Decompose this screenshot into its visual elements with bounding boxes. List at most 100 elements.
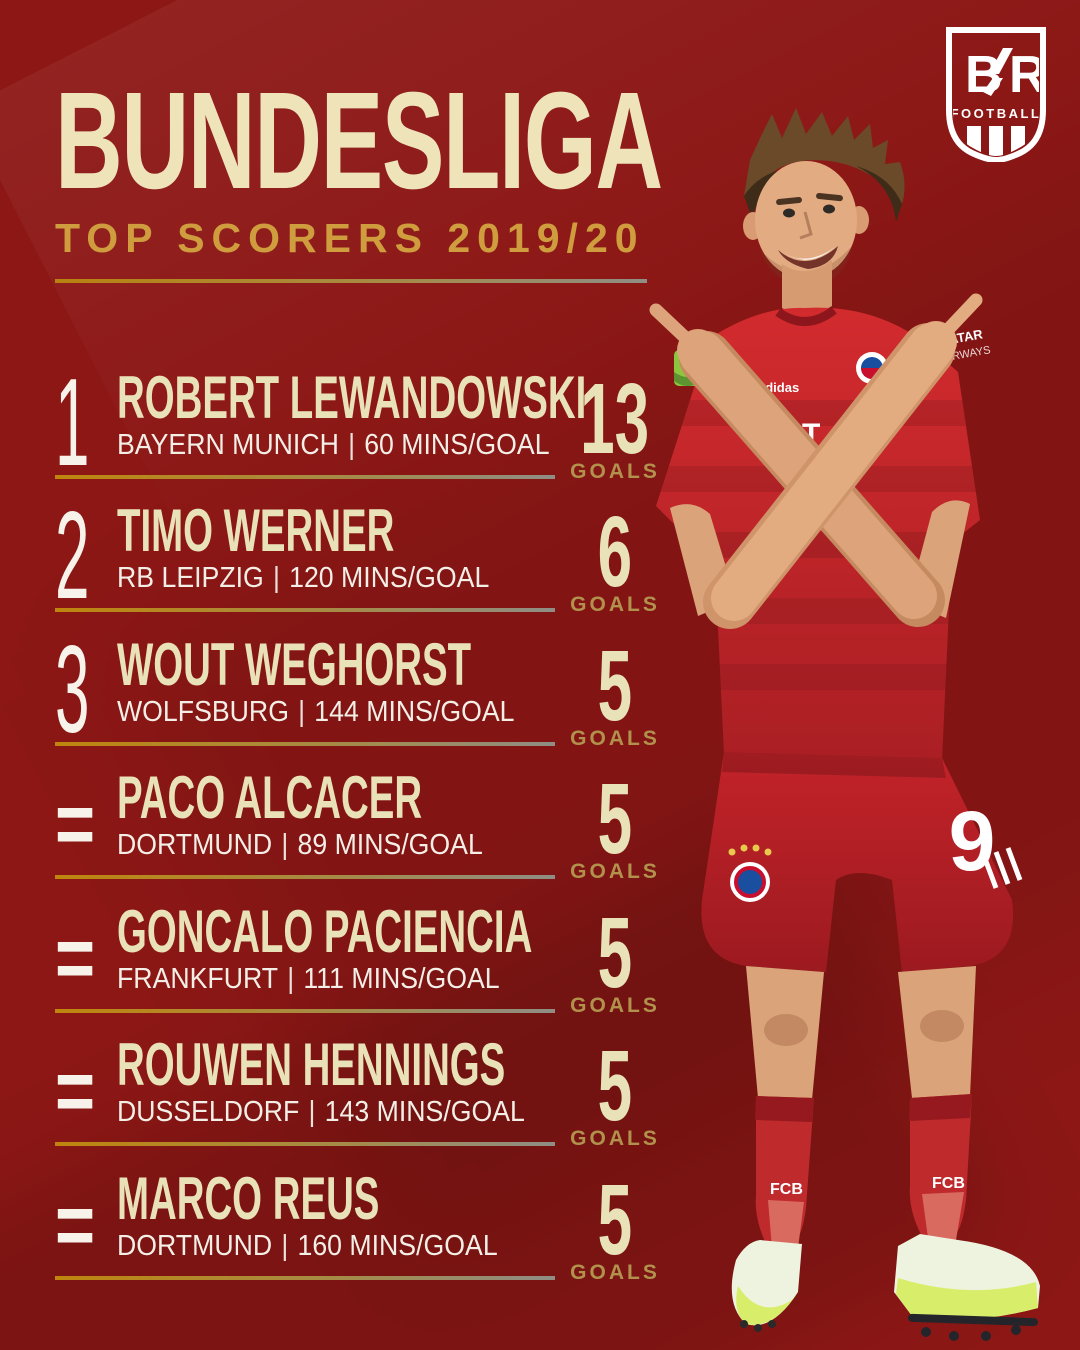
separator: | (348, 429, 356, 461)
goals-count: 5 (597, 630, 633, 742)
logo-letter-b: B (965, 46, 1003, 104)
goals-count: 6 (597, 496, 633, 608)
player-hair (744, 108, 905, 204)
row-divider (55, 608, 555, 612)
club-and-rate: BAYERN MUNICH | 60 MINS/GOAL (117, 431, 587, 460)
separator: | (281, 1230, 289, 1262)
scorer-row: = MARCO REUS DORTMUND | 160 MINS/GOAL 5 GO… (55, 1165, 657, 1283)
player-boot-left (731, 1240, 802, 1332)
goals-label: GOALS (570, 860, 660, 883)
goals-count: 13 (580, 363, 650, 475)
player-sock-cuff (909, 1094, 972, 1121)
rank-label: 2 (55, 487, 90, 625)
player-name: ROUWEN HENNINGS (117, 1031, 506, 1098)
shield-outline (946, 27, 1046, 162)
club-and-rate: WOLFSBURG | 144 MINS/GOAL (117, 698, 549, 727)
player-photo: T QATAR AIRWAYS adidas 9 (649, 108, 1040, 1341)
row-divider (55, 1009, 555, 1013)
club-label: FRANKFURT (117, 963, 279, 995)
logo-slash-icon (989, 48, 1013, 74)
rate-label: 144 MINS/GOAL (314, 696, 515, 728)
rate-label: 111 MINS/GOAL (303, 963, 500, 995)
goals-label: GOALS (570, 727, 660, 750)
club-label: BAYERN MUNICH (117, 429, 339, 461)
player-crossed-arms (649, 293, 983, 629)
player-gap (826, 968, 892, 1012)
player-shorts (701, 752, 1014, 972)
separator: | (281, 829, 289, 861)
rank-label: = (55, 1041, 96, 1140)
scorer-row: = ROUWEN HENNINGS DUSSELDORF | 143 MINS/GO… (55, 1034, 657, 1149)
scorer-row: = PACO ALCACER DORTMUND | 89 MINS/GOAL 5 G… (55, 764, 657, 882)
scorer-row: 3 WOUT WEGHORST WOLFSBURG | 144 MINS/GOAL … (55, 628, 657, 752)
row-divider (55, 1142, 555, 1146)
row-divider (55, 475, 555, 479)
player-name: ROBERT LEWANDOWSKI (117, 364, 587, 431)
rank-label: = (55, 1175, 96, 1274)
goals-count: 5 (597, 763, 633, 875)
goals-count: 5 (597, 1164, 633, 1276)
row-divider (55, 742, 555, 746)
rate-label: 60 MINS/GOAL (364, 429, 550, 461)
player-mouth (778, 246, 838, 269)
rate-label: 120 MINS/GOAL (289, 562, 490, 594)
separator: | (298, 696, 306, 728)
separator: | (272, 562, 280, 594)
player-hair-shadow (856, 166, 902, 222)
player-ankle (922, 1192, 964, 1240)
goals-count: 5 (597, 897, 633, 1009)
rank-label: = (55, 774, 96, 873)
club-label: WOLFSBURG (117, 696, 289, 728)
goals-label: GOALS (570, 593, 660, 616)
rank-label: 1 (55, 354, 90, 492)
player-name: GONCALO PACIENCIA (117, 898, 533, 965)
player-knee-shadow (920, 1010, 964, 1042)
player-knee (898, 966, 976, 1098)
player-brow (816, 192, 843, 202)
club-label: DORTMUND (117, 1230, 273, 1262)
player-knee-shadow (764, 1014, 808, 1046)
rate-label: 143 MINS/GOAL (324, 1096, 525, 1128)
logo-wordmark: FOOTBALL (951, 106, 1042, 121)
player-name: MARCO REUS (117, 1165, 380, 1232)
separator: | (308, 1096, 316, 1128)
player-eye (783, 208, 795, 218)
goals-label: GOALS (570, 460, 660, 483)
player-knee (746, 966, 824, 1100)
goals-label: GOALS (570, 1127, 660, 1150)
club-label: RB LEIPZIG (117, 562, 264, 594)
player-name: TIMO WERNER (117, 497, 395, 564)
player-collar (775, 306, 837, 326)
club-label: DORTMUND (117, 829, 273, 861)
player-boot-right (894, 1234, 1040, 1341)
logo-slash-icon (983, 78, 1003, 96)
shorts-crest-icon (728, 844, 772, 902)
row-divider (55, 875, 555, 879)
page-subtitle: TOP SCORERS 2019/20 (55, 215, 645, 261)
logo-stripe (989, 126, 1003, 156)
rate-label: 160 MINS/GOAL (297, 1230, 498, 1262)
club-label: DUSSELDORF (117, 1096, 300, 1128)
club-and-rate: DORTMUND | 89 MINS/GOAL (117, 831, 515, 860)
sock-label-left: FCB (770, 1181, 803, 1198)
rank-label: 3 (55, 621, 90, 759)
player-ankle (768, 1200, 804, 1248)
player-eye (823, 204, 835, 214)
player-name: PACO ALCACER (117, 764, 423, 831)
separator: | (287, 963, 295, 995)
rate-label: 89 MINS/GOAL (297, 829, 483, 861)
sock-label-right: FCB (932, 1175, 965, 1192)
club-and-rate: DUSSELDORF | 143 MINS/GOAL (117, 1098, 560, 1127)
player-neck (782, 260, 832, 315)
rank-label: = (55, 908, 96, 1007)
br-football-logo-icon: B R FOOTBALL (946, 27, 1046, 162)
shorts-brand-stripes-icon (981, 847, 1023, 889)
goals-count: 5 (597, 1030, 633, 1142)
club-and-rate: DORTMUND | 160 MINS/GOAL (117, 1232, 531, 1261)
player-nose (799, 211, 813, 240)
scorer-row: 1 ROBERT LEWANDOWSKI BAYERN MUNICH | 60 MI… (55, 361, 657, 485)
goals-label: GOALS (570, 994, 660, 1017)
header-divider (55, 279, 647, 283)
club-and-rate: RB LEIPZIG | 120 MINS/GOAL (117, 564, 522, 593)
